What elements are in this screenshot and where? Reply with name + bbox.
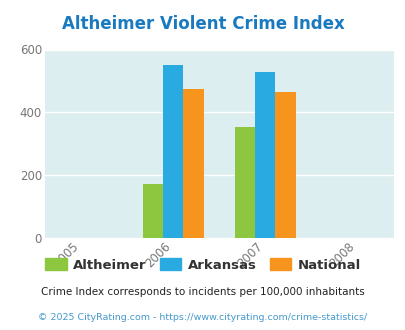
Text: Crime Index corresponds to incidents per 100,000 inhabitants: Crime Index corresponds to incidents per… bbox=[41, 287, 364, 297]
Legend: Altheimer, Arkansas, National: Altheimer, Arkansas, National bbox=[40, 252, 365, 277]
Text: Altheimer Violent Crime Index: Altheimer Violent Crime Index bbox=[62, 15, 343, 33]
Bar bbox=[254, 72, 275, 238]
Bar bbox=[183, 89, 203, 238]
Bar bbox=[163, 65, 183, 238]
Bar bbox=[143, 184, 163, 238]
Bar bbox=[275, 92, 295, 238]
Text: © 2025 CityRating.com - https://www.cityrating.com/crime-statistics/: © 2025 CityRating.com - https://www.city… bbox=[38, 313, 367, 322]
Bar bbox=[234, 127, 254, 238]
